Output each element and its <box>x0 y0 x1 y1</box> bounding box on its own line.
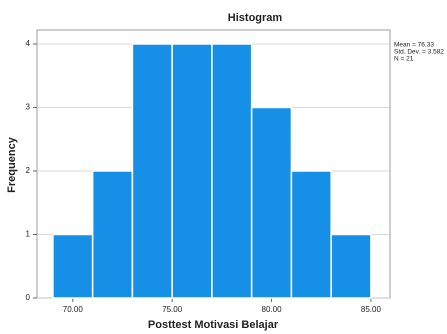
stats-label: N = 21 <box>394 56 414 63</box>
y-tick-label: 2 <box>26 166 31 175</box>
stats-label: Mean = 76.33 <box>394 42 434 49</box>
bar <box>171 43 213 299</box>
y-tick-label: 4 <box>26 39 31 48</box>
x-tick-label: 70.00 <box>63 305 84 314</box>
bar <box>290 170 332 299</box>
y-tick-label: 0 <box>26 293 31 302</box>
x-tick-label: 75.00 <box>162 305 183 314</box>
stats-label: Std. Dev. = 3.582 <box>394 49 444 56</box>
bar <box>91 170 134 299</box>
bar <box>131 43 173 299</box>
x-axis-label: Posttest Motivasi Belajar <box>148 319 279 331</box>
x-tick-label: 80.00 <box>262 305 283 314</box>
y-tick-label: 1 <box>26 230 31 239</box>
bar <box>250 106 293 299</box>
bar <box>211 43 253 299</box>
bar <box>52 233 94 299</box>
x-tick-label: 85.00 <box>361 305 382 314</box>
y-tick-label: 3 <box>26 103 31 112</box>
y-axis-label: Frequency <box>6 136 18 193</box>
bar <box>330 233 372 299</box>
chart-title: Histogram <box>228 12 283 24</box>
